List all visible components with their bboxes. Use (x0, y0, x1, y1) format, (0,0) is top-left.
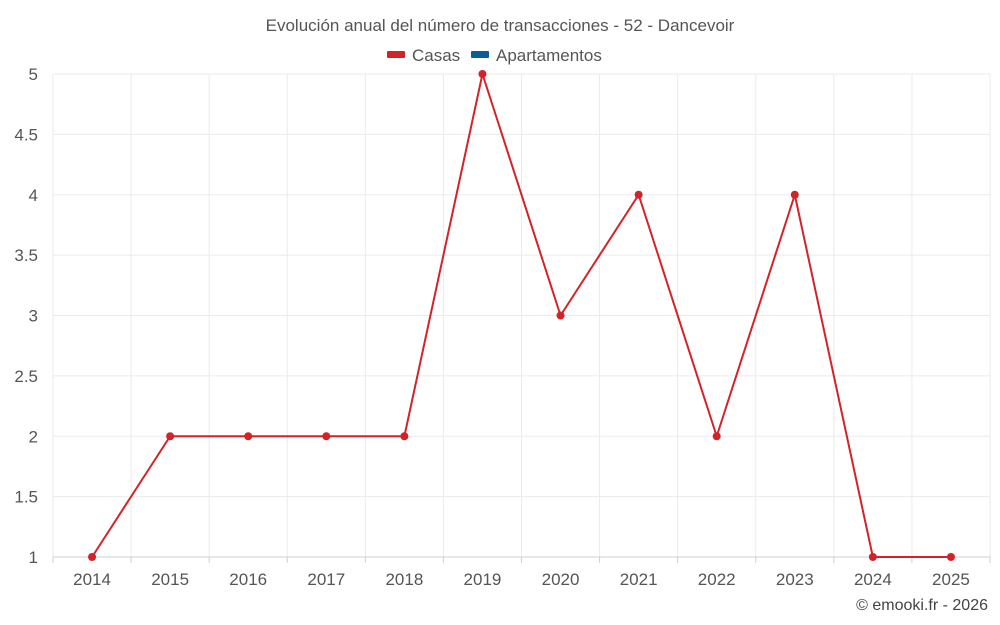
x-tick-label: 2016 (229, 570, 267, 589)
x-tick-label: 2021 (620, 570, 658, 589)
legend-item-apartamentos[interactable]: Apartamentos (471, 46, 602, 65)
y-tick-label: 4.5 (14, 125, 38, 144)
data-point-2022[interactable] (712, 432, 721, 441)
data-point-2025[interactable] (946, 553, 955, 561)
y-tick-label: 2 (29, 427, 38, 446)
y-tick-label: 3.5 (14, 246, 38, 265)
grid (52, 73, 991, 563)
x-tick-label: 2019 (464, 570, 502, 589)
x-tick-label: 2024 (854, 570, 892, 589)
y-tick-label: 3 (29, 307, 38, 326)
chart-title: Evolución anual del número de transaccio… (266, 16, 735, 35)
x-tick-label: 2018 (385, 570, 423, 589)
x-tick-label: 2025 (932, 570, 970, 589)
data-point-2020[interactable] (556, 311, 565, 320)
legend-label-casas: Casas (412, 46, 460, 65)
data-point-2014[interactable] (88, 553, 97, 561)
legend-item-casas[interactable]: Casas (387, 46, 460, 65)
y-tick-label: 2.5 (14, 367, 38, 386)
data-point-2021[interactable] (634, 190, 643, 199)
y-tick-label: 1.5 (14, 488, 38, 507)
y-axis-ticks: 1 1.5 2 2.5 3 3.5 4 4.5 5 (14, 65, 38, 567)
data-point-2019[interactable] (478, 70, 487, 78)
x-tick-label: 2017 (307, 570, 345, 589)
y-tick-label: 5 (29, 65, 38, 84)
data-point-2017[interactable] (322, 432, 331, 441)
credit-text: © emooki.fr - 2026 (856, 597, 988, 614)
series-line-casas (91, 73, 951, 558)
x-tick-label: 2015 (151, 570, 189, 589)
data-point-2016[interactable] (244, 432, 253, 441)
x-tick-label: 2023 (776, 570, 814, 589)
legend: Casas Apartamentos (387, 46, 602, 65)
x-axis-ticks: 2014 2015 2016 2017 2018 2019 2020 2021 2022 2023… (73, 570, 970, 589)
legend-swatch-apartamentos (471, 51, 489, 58)
y-tick-label: 1 (29, 548, 38, 567)
legend-label-apartamentos: Apartamentos (496, 46, 602, 65)
series-casas (88, 70, 955, 561)
y-tick-label: 4 (29, 186, 38, 205)
data-point-2024[interactable] (868, 553, 877, 561)
legend-swatch-casas (387, 51, 405, 58)
data-point-2023[interactable] (790, 190, 799, 199)
x-tick-label: 2022 (698, 570, 736, 589)
data-point-2015[interactable] (166, 432, 175, 441)
data-point-2018[interactable] (400, 432, 409, 441)
x-tick-label: 2020 (542, 570, 580, 589)
x-tick-label: 2014 (73, 570, 111, 589)
